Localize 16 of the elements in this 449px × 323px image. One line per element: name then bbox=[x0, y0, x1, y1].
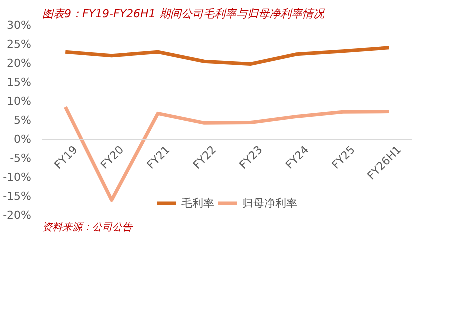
y-tick-label: -15% bbox=[3, 190, 32, 203]
y-tick-label: 0% bbox=[14, 133, 32, 146]
chart-title: 图表9：FY19-FY26H1 期间公司毛利率与归母净利率情况 bbox=[42, 8, 326, 20]
y-tick-label: 20% bbox=[7, 57, 32, 70]
text: 资料来源：公司公告 bbox=[42, 222, 134, 234]
y-tick-label: 30% bbox=[7, 19, 32, 32]
y-tick-label: -5% bbox=[10, 152, 32, 165]
legend-label: 毛利率 bbox=[182, 196, 214, 210]
y-tick-label: 5% bbox=[14, 114, 32, 127]
y-tick-label: -20% bbox=[3, 209, 32, 222]
y-tick-label: 15% bbox=[7, 76, 32, 89]
y-tick-label: 25% bbox=[7, 38, 32, 51]
line-series bbox=[64, 46, 392, 66]
y-tick-label: 10% bbox=[7, 95, 32, 108]
y-tick-label: -10% bbox=[3, 171, 32, 184]
legend-label: 归母净利率 bbox=[242, 196, 298, 210]
